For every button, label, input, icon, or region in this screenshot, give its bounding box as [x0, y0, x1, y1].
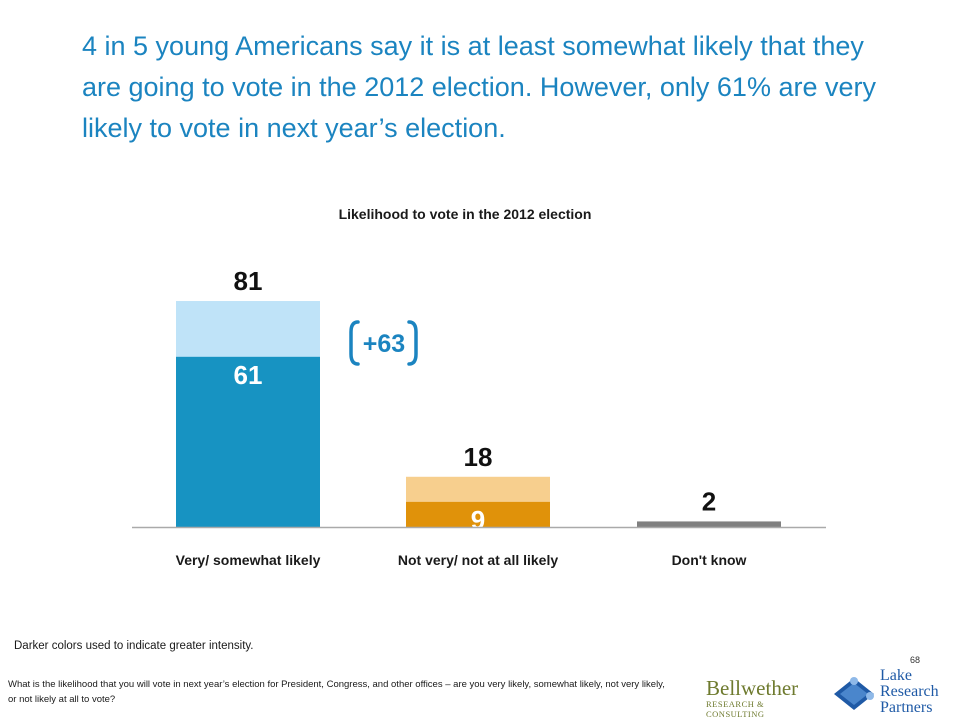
- puzzle-icon: [834, 677, 874, 710]
- color-note: Darker colors used to indicate greater i…: [14, 640, 254, 652]
- lake-research-logo: Lake Research Partners: [830, 668, 956, 718]
- bar-intense-likely: [176, 356, 320, 527]
- lake-research-logo-text: Lake Research Partners: [880, 668, 939, 716]
- vote-likelihood-chart: Likelihood to vote in the 2012 election …: [132, 206, 826, 568]
- difference-label: +63: [363, 330, 405, 358]
- total-label-dont-know: 2: [702, 486, 716, 516]
- bars-group: 61 81 Very/ somewhat likely 9 18 Not very/ no…: [176, 266, 781, 568]
- bar-intense-unlikely: [406, 501, 550, 527]
- category-label-likely: Very/ somewhat likely: [176, 552, 321, 568]
- bellwether-logo-name: Bellwether: [706, 676, 799, 700]
- category-label-dont-know: Don't know: [672, 552, 747, 568]
- intense-label-likely: 61: [234, 360, 263, 390]
- bellwether-logo-subtitle: RESEARCH & CONSULTING: [706, 699, 765, 719]
- lake-research-logo-line-3: Partners: [880, 699, 933, 716]
- total-label-likely: 81: [234, 266, 263, 296]
- difference-callout: +63: [349, 320, 418, 366]
- category-label-unlikely: Not very/ not at all likely: [398, 552, 558, 568]
- page-headline: 4 in 5 young Americans say it is at leas…: [82, 31, 876, 143]
- right-bracket: [407, 320, 418, 366]
- lake-research-logo-line-2: Research: [880, 683, 939, 700]
- bar-total-dont-know: [637, 521, 781, 527]
- survey-question: What is the likelihood that you will vot…: [8, 679, 665, 705]
- intense-label-unlikely: 9: [471, 505, 485, 535]
- chart-title: Likelihood to vote in the 2012 election: [339, 206, 592, 222]
- lake-research-logo-line-1: Lake: [880, 667, 912, 684]
- bellwether-logo: Bellwether RESEARCH & CONSULTING: [706, 676, 816, 719]
- total-label-unlikely: 18: [464, 442, 493, 472]
- page-number: 68: [910, 655, 921, 665]
- left-bracket: [349, 320, 360, 366]
